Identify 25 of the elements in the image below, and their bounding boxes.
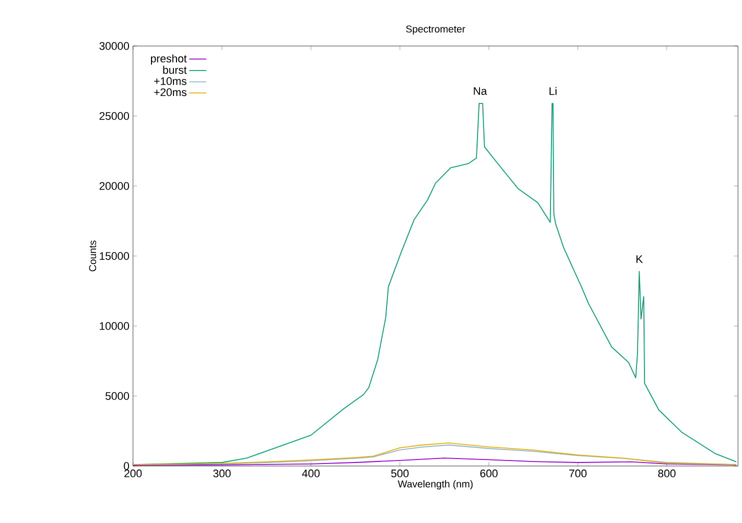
legend-label: +20ms [154,88,186,96]
x-tick-label: 700 [569,470,587,478]
annotation: Na [474,87,487,95]
y-tick-label: 15000 [100,252,130,260]
chart-title: Spectrometer [406,25,466,34]
x-tick-label: 400 [302,470,320,478]
y-tick-label: 5000 [106,392,130,400]
x-axis-title: Wavelength (nm) [398,480,473,490]
x-tick-label: 600 [480,470,498,478]
legend-label: burst [163,66,187,74]
y-axis-title: Counts [89,240,96,272]
x-tick-label: 300 [213,470,231,478]
legend-label: +10ms [154,77,186,85]
x-tick-label: 800 [658,470,676,478]
y-tick-label: 10000 [100,322,130,330]
y-tick-label: 25000 [100,112,130,120]
y-tick-label: 20000 [100,182,130,190]
y-tick-label: 30000 [99,42,130,50]
y-tick-label: 0 [124,462,130,470]
line-series [133,458,737,466]
legend-label: preshot [150,54,187,65]
x-tick-label: 200 [124,470,142,478]
annotation: K [636,255,643,263]
annotation: Li [550,86,556,95]
x-tick-label: 500 [391,470,409,478]
